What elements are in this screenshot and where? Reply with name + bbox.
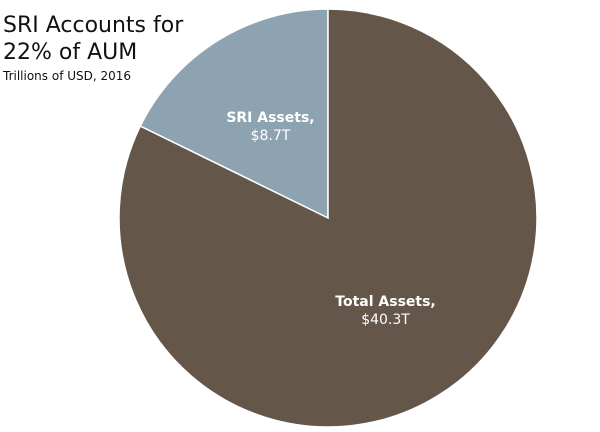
pie-slice-name-0: SRI Assets, — [226, 110, 314, 126]
pie-slice-label-1: Total Assets, $40.3T — [335, 294, 435, 328]
chart-title-line-2: 22% of AUM — [3, 40, 138, 65]
pie-slices — [118, 8, 538, 428]
pie-slice-1 — [118, 8, 538, 428]
pie-slice-value-0: $8.7T — [251, 128, 291, 144]
pie-slice-label-0: SRI Assets, $8.7T — [226, 110, 314, 144]
pie-labels: SRI Assets, $8.7T Total Assets, $40.3T — [226, 110, 435, 328]
pie-slice-0 — [139, 8, 329, 220]
chart-title-block: SRI Accounts for 22% of AUM Trillions of… — [3, 12, 183, 84]
pie-slice-value-1: $40.3T — [361, 312, 410, 328]
chart-title-line-1: SRI Accounts for — [3, 13, 184, 38]
chart-subtitle: Trillions of USD, 2016 — [3, 69, 132, 83]
pie-slice-name-1: Total Assets, — [335, 294, 435, 310]
